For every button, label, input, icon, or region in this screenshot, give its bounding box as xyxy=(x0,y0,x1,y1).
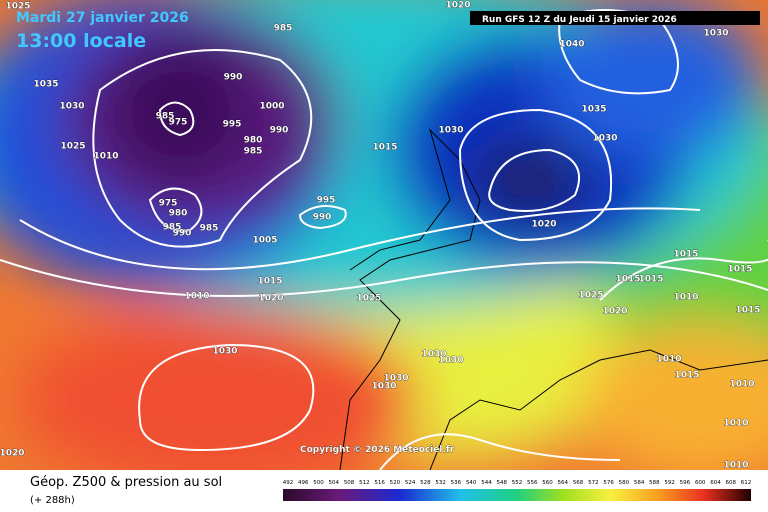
isobar-label: 980 xyxy=(169,209,188,219)
isobar-label: 995 xyxy=(223,120,242,130)
isobar-label: 1010 xyxy=(656,355,681,365)
isobar-label: 1015 xyxy=(735,306,760,316)
scale-label: 524 xyxy=(405,480,416,486)
isobar-label: 1030 xyxy=(421,350,446,360)
scale-label: 600 xyxy=(695,480,706,486)
scale-label: 572 xyxy=(588,480,599,486)
isobar-label: 1015 xyxy=(257,277,282,287)
scale-label: 492 xyxy=(283,480,294,486)
scale-label: 556 xyxy=(527,480,538,486)
isobar-label: 1030 xyxy=(59,102,84,112)
isobar-label: 1020 xyxy=(258,294,283,304)
isobar-label: 1010 xyxy=(184,292,209,302)
scale-label: 496 xyxy=(298,480,309,486)
isobar-label: 1020 xyxy=(602,307,627,317)
isobar-label: 1015 xyxy=(674,371,699,381)
isobar-label: 1030 xyxy=(371,382,396,392)
scale-label: 604 xyxy=(710,480,721,486)
isobar-label: 990 xyxy=(224,73,243,83)
isobar-label: 1035 xyxy=(33,80,58,90)
scale-label: 516 xyxy=(374,480,385,486)
scale-label: 508 xyxy=(344,480,355,486)
scale-label: 596 xyxy=(680,480,691,486)
isobar-label: 1010 xyxy=(729,380,754,390)
isobar-label: 1030 xyxy=(383,374,408,384)
isobar-label: 1010 xyxy=(723,461,748,471)
isobar-label: 1015 xyxy=(727,265,752,275)
isobar-label: 1035 xyxy=(581,105,606,115)
scale-label: 504 xyxy=(329,480,340,486)
isobar-label: 1005 xyxy=(252,236,277,246)
isobar-label: 1025 xyxy=(356,294,381,304)
scale-label: 500 xyxy=(313,480,324,486)
isobar-label: 985 xyxy=(200,224,219,234)
isobar-labels: 1025103510301025101098599010009959809909… xyxy=(0,0,761,471)
isobar-label: 995 xyxy=(317,196,336,206)
isobar-label: 1040 xyxy=(559,40,584,50)
color-bar xyxy=(283,489,751,501)
isobar-label: 1020 xyxy=(445,1,470,11)
isobar-label: 980 xyxy=(244,136,263,146)
scale-label: 552 xyxy=(512,480,523,486)
scale-label: 592 xyxy=(664,480,675,486)
isobar-label: 1030 xyxy=(212,347,237,357)
scale-label: 560 xyxy=(542,480,553,486)
time: 13:00 locale xyxy=(16,30,146,52)
scale-label: 548 xyxy=(496,480,507,486)
isobar-label: 985 xyxy=(163,223,182,233)
date: Mardi 27 janvier 2026 xyxy=(16,10,189,26)
run-info: Run GFS 12 Z du Jeudi 15 janvier 2026 xyxy=(482,15,677,25)
isobar-label: 1015 xyxy=(673,250,698,260)
scale-label: 528 xyxy=(420,480,431,486)
isobar-label: 1010 xyxy=(723,419,748,429)
scale-label: 584 xyxy=(634,480,645,486)
isobar-label: 985 xyxy=(274,24,293,34)
scale-labels: 492 496 500 504 508 512 516 520 524 528 532 536 540 5… xyxy=(283,480,752,486)
isobar-label: 1030 xyxy=(438,126,463,136)
isobar-label: 1030 xyxy=(438,356,463,366)
isobar-label: 1010 xyxy=(93,152,118,162)
isobar-label: 990 xyxy=(313,213,332,223)
scale-label: 580 xyxy=(619,480,630,486)
isobar-label: 985 xyxy=(244,147,263,157)
isobar-label: 1000 xyxy=(259,102,284,112)
isobar-label: 975 xyxy=(169,118,188,128)
scale-label: 608 xyxy=(725,480,736,486)
copyright: Copyright © 2026 Meteociel.fr xyxy=(300,445,455,455)
isobar-label: 1025 xyxy=(578,291,603,301)
scale-label: 532 xyxy=(435,480,446,486)
isobar-label: 1015 xyxy=(372,143,397,153)
footer-lead: (+ 288h) xyxy=(30,495,75,506)
scale-label: 576 xyxy=(603,480,614,486)
isobar-label: 1025 xyxy=(5,2,30,12)
isobar-label: 1020 xyxy=(531,220,556,230)
scale-label: 520 xyxy=(390,480,401,486)
run-box xyxy=(470,11,760,25)
scale-label: 512 xyxy=(359,480,370,486)
isobar-label: 1020 xyxy=(0,449,25,459)
isobar-label: 1015 xyxy=(638,275,663,285)
isobar-label: 1025 xyxy=(60,142,85,152)
scale-label: 568 xyxy=(573,480,584,486)
scale-label: 536 xyxy=(451,480,462,486)
isobar-label: 1030 xyxy=(592,134,617,144)
isobar-label: 1010 xyxy=(673,293,698,303)
isobar-label: 1015 xyxy=(615,275,640,285)
isobar-label: 985 xyxy=(156,112,175,122)
isobar-label: 990 xyxy=(270,126,289,136)
scale-label: 612 xyxy=(741,480,752,486)
isobar-label: 990 xyxy=(173,229,192,239)
scale-label: 564 xyxy=(558,480,569,486)
footer-title: Géop. Z500 & pression au sol xyxy=(30,475,222,490)
scale-label: 544 xyxy=(481,480,492,486)
isobar-label: 975 xyxy=(159,199,178,209)
isobar-label: 1030 xyxy=(703,29,728,39)
map xyxy=(0,0,768,470)
scale-label: 540 xyxy=(466,480,477,486)
scale-label: 588 xyxy=(649,480,660,486)
